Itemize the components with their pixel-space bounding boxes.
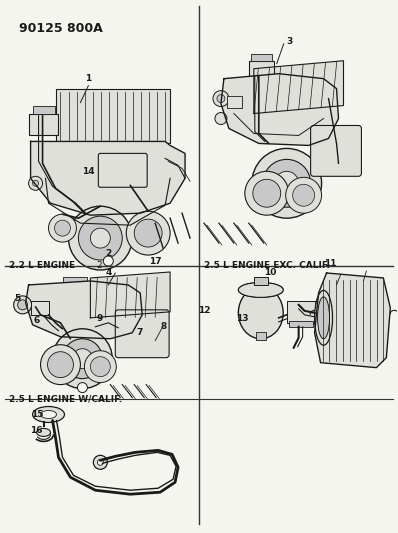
FancyBboxPatch shape xyxy=(115,310,169,358)
Ellipse shape xyxy=(314,290,333,345)
Circle shape xyxy=(126,211,170,255)
Ellipse shape xyxy=(37,429,51,437)
Text: 2.5 L ENGINE EXC. CALIF.: 2.5 L ENGINE EXC. CALIF. xyxy=(204,261,330,270)
Text: 4: 4 xyxy=(105,269,111,278)
Ellipse shape xyxy=(33,407,64,423)
Polygon shape xyxy=(31,141,185,215)
Circle shape xyxy=(78,383,88,393)
Circle shape xyxy=(293,184,314,206)
Bar xyxy=(254,277,268,285)
Text: 1: 1 xyxy=(85,74,92,83)
Bar xyxy=(60,285,90,305)
Circle shape xyxy=(68,206,132,270)
Text: 15: 15 xyxy=(31,410,44,419)
Text: 11: 11 xyxy=(324,259,337,268)
Text: 14: 14 xyxy=(82,167,95,176)
Text: 13: 13 xyxy=(236,314,248,324)
Bar xyxy=(251,54,272,61)
Text: 2: 2 xyxy=(96,261,102,270)
Circle shape xyxy=(217,94,225,102)
Circle shape xyxy=(252,148,322,218)
Circle shape xyxy=(98,459,103,465)
Bar xyxy=(256,332,266,340)
Bar xyxy=(63,277,88,285)
FancyBboxPatch shape xyxy=(310,125,361,176)
Text: 90125 800A: 90125 800A xyxy=(19,22,102,35)
Text: 2.2 L ENGINE: 2.2 L ENGINE xyxy=(9,261,75,270)
Text: 5: 5 xyxy=(14,294,21,303)
Circle shape xyxy=(286,177,322,213)
Text: 3: 3 xyxy=(287,37,293,46)
Text: 17: 17 xyxy=(149,256,162,265)
Bar xyxy=(227,95,242,108)
FancyBboxPatch shape xyxy=(55,88,170,143)
Bar xyxy=(249,61,274,76)
Circle shape xyxy=(53,329,112,389)
Text: 7: 7 xyxy=(136,328,142,337)
Circle shape xyxy=(14,296,31,314)
Polygon shape xyxy=(314,273,390,368)
Circle shape xyxy=(90,357,110,377)
Circle shape xyxy=(213,91,229,107)
Circle shape xyxy=(263,159,310,207)
Text: 12: 12 xyxy=(198,306,210,316)
Ellipse shape xyxy=(238,287,283,339)
Circle shape xyxy=(90,228,110,248)
Circle shape xyxy=(275,171,298,195)
Text: 2: 2 xyxy=(105,248,111,257)
Bar xyxy=(29,114,59,135)
Circle shape xyxy=(253,179,281,207)
Circle shape xyxy=(134,219,162,247)
Text: 8: 8 xyxy=(161,322,167,332)
Circle shape xyxy=(84,351,116,383)
Circle shape xyxy=(41,345,80,385)
Bar xyxy=(31,301,49,315)
Polygon shape xyxy=(254,61,343,114)
Ellipse shape xyxy=(238,282,283,297)
Polygon shape xyxy=(221,74,339,146)
Circle shape xyxy=(94,455,107,469)
Text: 9: 9 xyxy=(96,314,103,324)
Circle shape xyxy=(55,220,70,236)
Text: 10: 10 xyxy=(263,269,276,278)
Ellipse shape xyxy=(41,410,57,418)
Circle shape xyxy=(245,171,289,215)
Circle shape xyxy=(72,349,92,369)
Circle shape xyxy=(49,214,76,242)
Text: 16: 16 xyxy=(30,426,43,435)
Polygon shape xyxy=(90,272,170,318)
Bar xyxy=(33,106,55,114)
FancyBboxPatch shape xyxy=(98,154,147,187)
Circle shape xyxy=(33,180,39,186)
Ellipse shape xyxy=(318,297,330,339)
Bar xyxy=(287,301,314,323)
Circle shape xyxy=(18,300,27,310)
Circle shape xyxy=(78,216,122,260)
Circle shape xyxy=(103,256,113,266)
Circle shape xyxy=(47,352,74,377)
Circle shape xyxy=(62,339,102,378)
Circle shape xyxy=(215,112,227,125)
Circle shape xyxy=(29,176,43,190)
Text: 6: 6 xyxy=(33,316,40,325)
Polygon shape xyxy=(25,281,142,339)
Bar xyxy=(289,321,312,327)
Ellipse shape xyxy=(238,282,283,297)
Text: 2.5 L ENGINE W/CALIF.: 2.5 L ENGINE W/CALIF. xyxy=(9,394,122,403)
